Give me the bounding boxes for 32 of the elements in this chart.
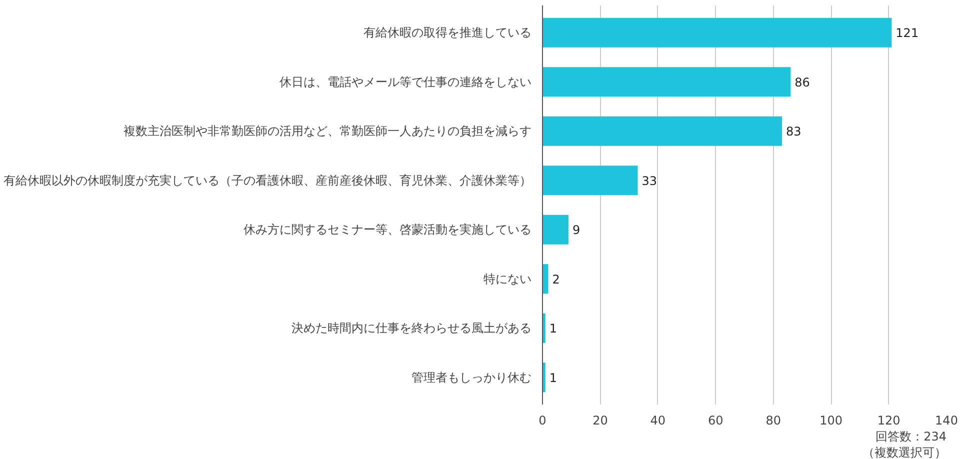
y-tick-label: 休み方に関するセミナー等、啓蒙活動を実施している	[244, 222, 532, 237]
x-tick-label: 100	[820, 414, 843, 428]
data-label: 121	[896, 26, 919, 40]
bar	[542, 18, 892, 48]
x-tick-label: 80	[766, 414, 782, 428]
x-tick-label: 60	[708, 414, 724, 428]
data-label: 9	[572, 223, 580, 238]
y-tick-label: 決めた時間内に仕事を終わらせる風土がある	[292, 321, 532, 336]
y-tick-label: 複数主治医制や非常勤医師の活用など、常勤医師一人あたりの負担を減らす	[124, 124, 532, 138]
data-label: 86	[794, 75, 810, 90]
data-label: 2	[552, 272, 560, 286]
bar	[542, 67, 791, 97]
data-label: 1	[549, 322, 558, 336]
x-tick-label: 20	[592, 414, 608, 428]
data-label: 83	[786, 124, 802, 139]
y-tick-label: 特にない	[484, 272, 532, 286]
x-tick-label: 140	[935, 414, 958, 428]
y-tick-label: 有給休暇以外の休暇制度が充実している（子の看護休暇、産前産後休暇、育児休業、介護休業等）	[4, 173, 532, 188]
x-tick-label: 0	[538, 414, 546, 428]
y-tick-label: 休日は、電話やメール等で仕事の連絡をしない	[280, 74, 532, 89]
data-label: 1	[549, 370, 558, 385]
y-tick-label: 有給休暇の取得を推進している	[364, 26, 532, 40]
text: （複数選択可）	[862, 446, 946, 459]
data-label: 33	[642, 174, 658, 188]
bar	[542, 264, 548, 294]
x-tick-label: 40	[650, 414, 666, 428]
y-tick-label: 管理者もしっかり休む	[412, 370, 532, 384]
bar	[542, 116, 782, 146]
x-tick-label: 120	[877, 414, 900, 428]
text: 回答数：234	[876, 430, 946, 444]
bar	[542, 214, 568, 244]
bar	[542, 166, 638, 196]
